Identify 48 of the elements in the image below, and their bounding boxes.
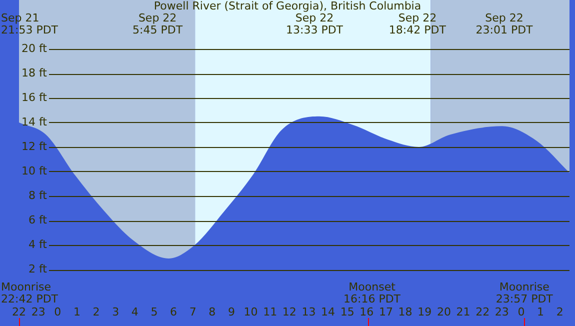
- x-tick-label: 6: [170, 305, 178, 318]
- annotation: Moonset 16:16 PDT: [344, 280, 401, 306]
- annotation: Sep 22 5:45 PDT: [132, 11, 183, 36]
- x-tick-label: 4: [131, 305, 138, 318]
- x-tick-label: 2: [92, 305, 100, 318]
- y-tick-label: 2 ft: [28, 262, 48, 276]
- x-tick-label: 2: [556, 305, 564, 318]
- x-tick-label: 18: [398, 305, 412, 318]
- annotation: Moonrise 22:42 PDT: [1, 280, 58, 306]
- x-tick-label: 22: [12, 305, 26, 318]
- y-tick-label: 8 ft: [28, 188, 48, 202]
- y-tick-label: 18 ft: [22, 66, 48, 80]
- x-tick-label: 21: [456, 305, 470, 318]
- x-tick-label: 0: [518, 305, 525, 318]
- x-tick-label: 3: [112, 305, 120, 318]
- chart-title: Powell River (Strait of Georgia), British Columbia: [154, 0, 422, 12]
- y-tick-label: 16 ft: [22, 90, 48, 104]
- y-tick-label: 6 ft: [28, 213, 48, 226]
- y-tick-label: 20 ft: [22, 42, 48, 55]
- x-tick-label: 1: [537, 305, 544, 318]
- annotation: Moonrise 23:57 PDT: [496, 280, 554, 306]
- x-tick-label: 0: [54, 305, 62, 318]
- annotation: Sep 21 21:53 PDT: [1, 11, 58, 36]
- x-tick-label: 23: [494, 305, 509, 318]
- annotation: Sep 22 18:42 PDT: [388, 11, 446, 36]
- y-tick-label: 12 ft: [22, 140, 48, 153]
- x-tick-label: 17: [378, 305, 393, 318]
- x-tick-label: 10: [244, 305, 258, 318]
- x-tick-label: 1: [73, 305, 80, 318]
- y-tick-label: 4 ft: [28, 238, 48, 251]
- x-tick-label: 11: [263, 305, 278, 318]
- x-tick-label: 23: [31, 305, 46, 318]
- x-tick-label: 16: [360, 305, 374, 318]
- annotation: Sep 22 13:33 PDT: [286, 11, 344, 36]
- x-tick-label: 14: [321, 305, 336, 318]
- x-tick-label: 13: [302, 305, 316, 318]
- x-tick-label: 9: [228, 305, 235, 318]
- y-tick-label: 10 ft: [22, 164, 48, 178]
- x-tick-label: 12: [282, 305, 296, 318]
- y-tick-label: 14 ft: [22, 115, 48, 128]
- x-tick-label: 8: [208, 305, 216, 318]
- x-tick-label: 20: [436, 305, 451, 318]
- annotation: Sep 22 23:01 PDT: [476, 11, 534, 36]
- x-tick-label: 15: [340, 305, 354, 318]
- x-tick-label: 19: [418, 305, 432, 318]
- x-tick-label: 5: [150, 305, 158, 318]
- x-tick-label: 7: [189, 305, 196, 318]
- x-tick-label: 22: [476, 305, 490, 318]
